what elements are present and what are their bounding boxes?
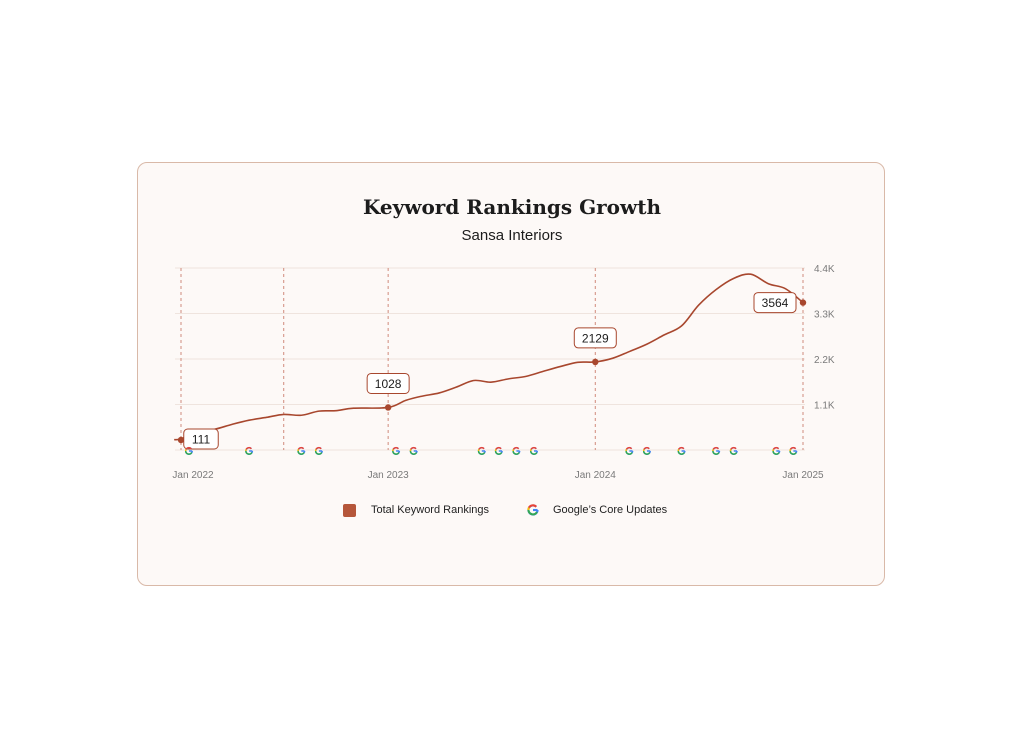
chart-title: Keyword Rankings Growth bbox=[362, 195, 662, 219]
google-g-icon bbox=[297, 446, 306, 455]
callout-point bbox=[799, 299, 807, 306]
callout-label: 111 bbox=[192, 433, 211, 447]
google-g-icon bbox=[494, 446, 503, 455]
callout-box bbox=[753, 292, 797, 314]
callout-label: 2129 bbox=[582, 331, 609, 345]
google-g-icon bbox=[314, 446, 323, 455]
callout-box bbox=[183, 428, 219, 450]
legend-label-rankings: Total Keyword Rankings bbox=[371, 504, 490, 516]
x-tick-label: Jan 2023 bbox=[368, 470, 410, 481]
y-tick-label: 3.3K bbox=[814, 310, 835, 321]
google-g-icon bbox=[729, 446, 738, 455]
google-g-icon bbox=[477, 446, 486, 455]
callout-box bbox=[573, 327, 617, 349]
x-tick-label: Jan 2024 bbox=[575, 470, 617, 481]
google-g-icon bbox=[527, 504, 539, 516]
callout-box bbox=[366, 372, 410, 394]
x-tick-label: Jan 2025 bbox=[782, 470, 824, 481]
legend-swatch-rankings bbox=[343, 503, 356, 517]
callout-point bbox=[177, 436, 185, 444]
google-g-icon bbox=[409, 446, 418, 455]
x-tick-label: Jan 2022 bbox=[172, 470, 214, 481]
google-g-icon bbox=[529, 446, 538, 455]
google-g-icon bbox=[642, 446, 651, 455]
series-line-total-keyword-rankings bbox=[174, 273, 804, 441]
google-g-icon bbox=[512, 446, 521, 455]
chart-card bbox=[137, 162, 885, 586]
callout-point bbox=[592, 358, 599, 366]
callout-label: 3564 bbox=[762, 296, 789, 310]
chart-subtitle: Sansa Interiors bbox=[461, 227, 563, 244]
legend-item-rankings: Total Keyword Rankings bbox=[343, 500, 489, 520]
callout-label: 1028 bbox=[375, 377, 402, 391]
y-tick-label: 1.1K bbox=[814, 401, 835, 412]
google-g-icon bbox=[789, 446, 798, 455]
google-g-icon bbox=[772, 446, 781, 455]
google-g-icon bbox=[184, 446, 193, 455]
google-g-icon bbox=[245, 446, 254, 455]
google-g-icon bbox=[677, 446, 686, 455]
legend-item-core-updates: Google’s Core Updates bbox=[526, 500, 667, 520]
legend-label-core-updates: Google’s Core Updates bbox=[553, 504, 668, 516]
google-g-icon bbox=[625, 446, 634, 455]
callout-point bbox=[384, 404, 392, 411]
y-tick-label: 2.2K bbox=[814, 355, 835, 366]
y-tick-label: 4.4K bbox=[814, 264, 835, 275]
google-g-icon bbox=[712, 446, 721, 455]
google-g-icon bbox=[392, 446, 401, 455]
